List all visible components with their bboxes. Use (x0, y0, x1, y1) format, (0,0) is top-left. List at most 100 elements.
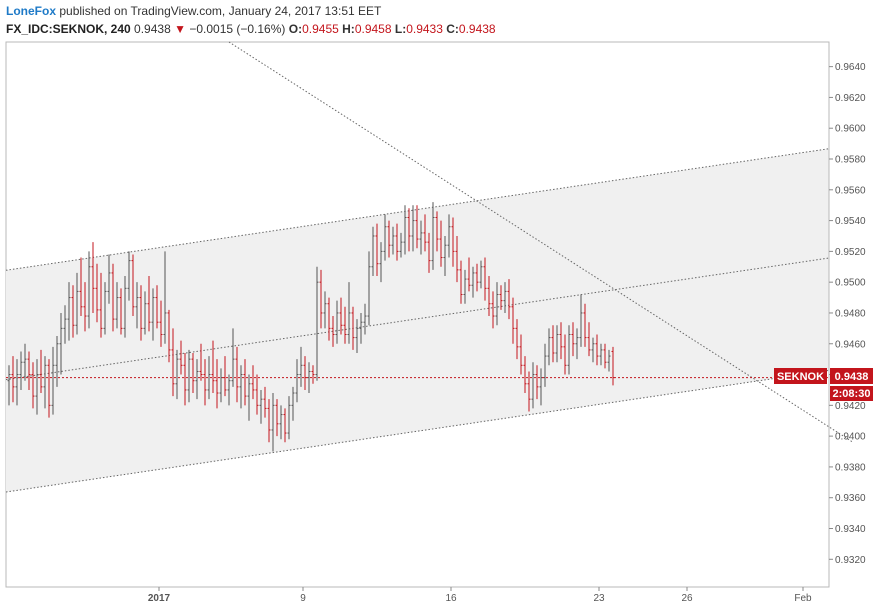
ohlc-bar (547, 328, 551, 366)
ohlc-bar (483, 257, 487, 301)
ohlc-bars (7, 202, 615, 452)
y-tick-label: 0.9600 (835, 124, 866, 135)
ohlc-bar (195, 359, 199, 400)
ohlc-bar (247, 374, 251, 421)
open-value: 0.9455 (302, 22, 339, 36)
ohlc-bar (391, 226, 395, 255)
y-tick-label: 0.9560 (835, 185, 866, 196)
symbol-info-line: FX_IDC:SEKNOK, 240 0.9438 ▼ −0.0015 (−0.… (6, 22, 496, 36)
ohlc-bar (395, 223, 399, 261)
ohlc-bar (567, 325, 571, 375)
ohlc-bar (463, 269, 467, 304)
x-tick-label: 9 (300, 593, 306, 604)
ohlc-bar (559, 322, 563, 360)
ohlc-bar (15, 359, 19, 406)
ohlc-bar (607, 349, 611, 372)
ohlc-bar (71, 285, 75, 338)
ohlc-bar (199, 343, 203, 381)
low-label: L: (394, 22, 407, 36)
ohlc-bar (535, 365, 539, 400)
ohlc-bar (111, 263, 115, 332)
ohlc-bar (599, 343, 603, 366)
ohlc-bar (583, 303, 587, 347)
ohlc-bar (55, 336, 59, 387)
ohlc-bar (347, 282, 351, 344)
ohlc-bar (419, 220, 423, 255)
ohlc-bar (131, 254, 135, 317)
ohlc-bar (475, 263, 479, 292)
ohlc-bar (91, 242, 95, 313)
high-value: 0.9458 (354, 22, 392, 36)
ohlc-bar (595, 334, 599, 366)
channel-bottom-line[interactable] (5, 369, 830, 493)
published-text: published on TradingView.com, January 24… (59, 4, 382, 18)
y-tick-label: 0.9540 (835, 216, 866, 227)
price-tag: SEKNOK 0.9438 2:08:30 (774, 368, 873, 401)
ohlc-bar (119, 288, 123, 335)
ohlc-bar (295, 359, 299, 403)
symbol-label[interactable]: FX_IDC:SEKNOK, 240 (6, 22, 131, 36)
ohlc-bar (363, 303, 367, 335)
ohlc-bar (175, 349, 179, 400)
price-tag-bg (830, 368, 873, 384)
ohlc-bar (431, 202, 435, 270)
ohlc-bar (35, 359, 39, 415)
ohlc-bar (167, 309, 171, 363)
ohlc-bar (243, 359, 247, 406)
price-change: −0.0015 (−0.16%) (189, 22, 286, 36)
ohlc-bar (87, 251, 91, 329)
y-tick-label: 0.9460 (835, 339, 866, 350)
ohlc-bar (139, 285, 143, 341)
ohlc-bar (299, 346, 303, 387)
ohlc-bar (407, 208, 411, 252)
ohlc-bar (551, 325, 555, 363)
y-tick-label: 0.9580 (835, 155, 866, 166)
ohlc-bar (103, 282, 107, 335)
ohlc-bar (235, 346, 239, 403)
low-value: 0.9433 (406, 22, 443, 36)
author-name[interactable]: LoneFox (6, 4, 56, 18)
ohlc-bar (439, 220, 443, 267)
ohlc-bar (107, 254, 111, 304)
y-tick-label: 0.9500 (835, 278, 866, 289)
ohlc-bar (387, 220, 391, 258)
open-label: O: (288, 22, 303, 36)
ohlc-bar (403, 205, 407, 255)
ohlc-bar (511, 297, 515, 344)
ohlc-bar (75, 272, 79, 335)
price-axis[interactable]: 0.9640 0.9620 0.9600 0.9580 0.9560 0.9540 0.95… (829, 62, 866, 566)
ohlc-bar (203, 359, 207, 406)
ohlc-bar (499, 285, 503, 310)
ohlc-bar (563, 334, 567, 375)
y-tick-label: 0.9400 (835, 432, 866, 443)
x-tick-label: 26 (681, 593, 693, 604)
bar-countdown: 2:08:30 (833, 388, 871, 400)
ohlc-bar (427, 232, 431, 273)
ohlc-bar (455, 235, 459, 283)
close-label: C: (446, 22, 459, 36)
close-value: 0.9438 (458, 22, 496, 36)
channel-top-line[interactable] (5, 148, 830, 271)
ohlc-bar (27, 351, 31, 390)
descending-trendline[interactable] (228, 41, 854, 443)
high-label: H: (342, 22, 355, 36)
y-tick-label: 0.9380 (835, 462, 866, 473)
y-tick-label: 0.9640 (835, 62, 866, 73)
ohlc-bar (239, 365, 243, 409)
ohlc-bar (399, 232, 403, 258)
ohlc-bar (311, 365, 315, 384)
y-tick-label: 0.9360 (835, 493, 866, 504)
ohlc-bar (283, 408, 287, 443)
ohlc-bar (319, 269, 323, 329)
ohlc-bar (515, 319, 519, 360)
ohlc-bar (47, 359, 51, 418)
channel-mid-line[interactable] (5, 257, 830, 381)
ohlc-bar (575, 328, 579, 360)
ohlc-bar (415, 205, 419, 249)
ohlc-bar (231, 328, 235, 387)
time-axis[interactable]: 2017 9 16 23 26 Feb (148, 587, 812, 604)
ohlc-bar (159, 300, 163, 347)
chart-header: LoneFox published on TradingView.com, Ja… (0, 0, 879, 42)
ohlc-bar (263, 386, 267, 418)
